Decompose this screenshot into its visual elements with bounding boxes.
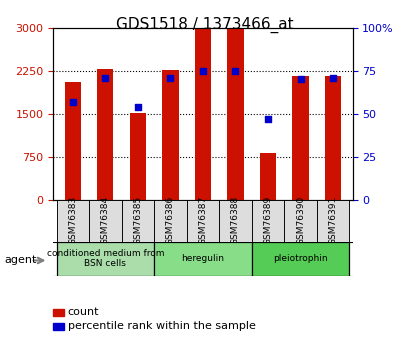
Bar	[259, 153, 276, 200]
Text: count: count	[67, 307, 99, 317]
Text: GSM76391: GSM76391	[328, 196, 337, 245]
Bar	[65, 82, 81, 200]
Point	[167, 75, 173, 80]
Bar	[292, 77, 308, 200]
Point	[297, 77, 303, 82]
FancyBboxPatch shape	[251, 241, 348, 276]
Text: GDS1518 / 1373466_at: GDS1518 / 1373466_at	[116, 17, 293, 33]
Bar	[129, 113, 146, 200]
Text: GSM76389: GSM76389	[263, 196, 272, 245]
Point	[134, 104, 141, 110]
Bar	[162, 70, 178, 200]
Point	[102, 75, 108, 80]
Text: conditioned medium from
BSN cells: conditioned medium from BSN cells	[47, 249, 164, 268]
FancyBboxPatch shape	[219, 200, 251, 242]
Bar	[53, 309, 63, 316]
Bar	[97, 69, 113, 200]
FancyBboxPatch shape	[186, 200, 219, 242]
Text: GSM76384: GSM76384	[101, 196, 110, 245]
Text: GSM76383: GSM76383	[68, 196, 77, 245]
Point	[70, 99, 76, 105]
FancyBboxPatch shape	[154, 200, 186, 242]
FancyBboxPatch shape	[154, 241, 251, 276]
Text: agent: agent	[4, 256, 36, 265]
Point	[329, 75, 335, 80]
FancyBboxPatch shape	[89, 200, 121, 242]
Bar	[324, 76, 340, 200]
Bar	[227, 28, 243, 200]
FancyBboxPatch shape	[56, 241, 154, 276]
FancyBboxPatch shape	[283, 200, 316, 242]
Text: pleiotrophin: pleiotrophin	[272, 254, 327, 263]
Text: percentile rank within the sample: percentile rank within the sample	[67, 321, 255, 331]
Text: heregulin: heregulin	[181, 254, 224, 263]
Text: GSM76388: GSM76388	[230, 196, 239, 245]
Point	[264, 116, 271, 122]
FancyBboxPatch shape	[56, 200, 89, 242]
Text: GSM76386: GSM76386	[166, 196, 175, 245]
Text: GSM76387: GSM76387	[198, 196, 207, 245]
FancyBboxPatch shape	[316, 200, 348, 242]
Text: GSM76385: GSM76385	[133, 196, 142, 245]
Point	[199, 68, 206, 73]
Bar	[53, 323, 63, 330]
FancyBboxPatch shape	[251, 200, 283, 242]
Text: GSM76390: GSM76390	[295, 196, 304, 245]
Bar	[194, 28, 211, 200]
Point	[231, 68, 238, 73]
FancyBboxPatch shape	[121, 200, 154, 242]
